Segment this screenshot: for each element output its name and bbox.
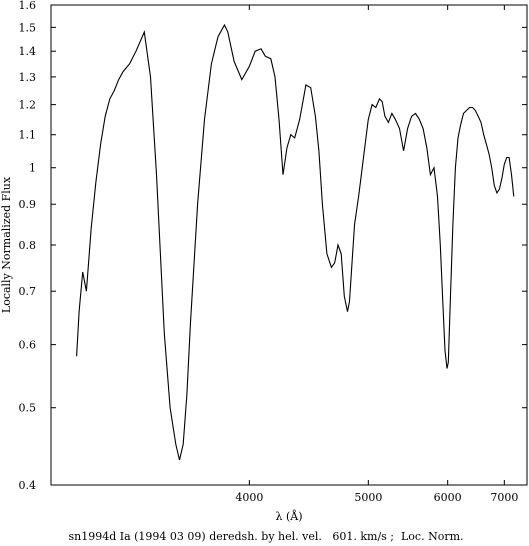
y-axis-ticks: 0.4 0.5 0.6 0.7 0.8 0.9 1 1.1 1.2 1.3 1.4 1.5 1.6 xyxy=(19,0,527,492)
x-tick-label: 5000 xyxy=(354,491,382,504)
y-tick-label: 1.6 xyxy=(19,0,37,12)
y-tick-label: 1.3 xyxy=(19,71,37,84)
y-tick-label: 0.9 xyxy=(19,198,37,211)
x-tick-label: 6000 xyxy=(434,491,462,504)
y-axis-title: Locally Normalized Flux xyxy=(0,176,13,313)
y-tick-label: 1.4 xyxy=(19,45,37,58)
y-tick-label: 0.6 xyxy=(19,339,37,352)
y-tick-label: 1.2 xyxy=(19,99,37,112)
x-axis-ticks: 4000 5000 6000 7000 xyxy=(235,5,518,504)
y-tick-label: 0.4 xyxy=(19,479,37,492)
y-tick-label: 1.1 xyxy=(19,129,37,142)
figure-caption: sn1994d Ia (1994 03 09) deredsh. by hel.… xyxy=(68,530,463,543)
plot-frame xyxy=(50,4,528,486)
spectrum-series-line xyxy=(76,23,515,461)
y-tick-label: 1 xyxy=(29,162,36,175)
x-tick-label: 7000 xyxy=(490,491,518,504)
y-tick-label: 0.7 xyxy=(19,285,37,298)
y-tick-label: 0.8 xyxy=(19,239,37,252)
y-tick-label: 1.5 xyxy=(19,21,37,34)
x-tick-label: 4000 xyxy=(235,491,263,504)
x-axis-title: λ (Å) xyxy=(276,509,303,523)
y-tick-label: 0.5 xyxy=(19,402,37,415)
